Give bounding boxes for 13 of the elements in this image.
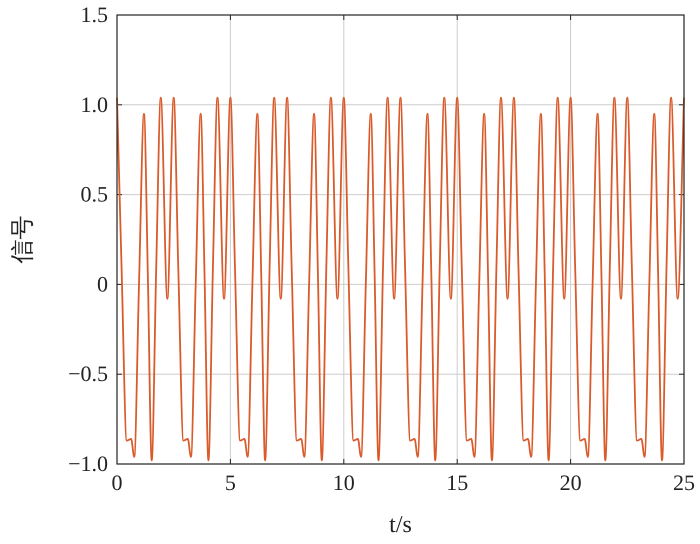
x-axis-title: t/s bbox=[389, 512, 412, 538]
y-tick-label: 1.5 bbox=[80, 2, 108, 27]
x-tick-label: 10 bbox=[332, 470, 355, 495]
x-tick-label: 15 bbox=[446, 470, 468, 495]
y-tick-label: 0 bbox=[97, 271, 108, 296]
y-tick-label: −1.0 bbox=[68, 451, 108, 476]
y-axis-title: 信号 bbox=[10, 216, 36, 264]
x-tick-label: 25 bbox=[673, 470, 695, 495]
y-tick-label: −0.5 bbox=[68, 361, 108, 386]
y-tick-label: 0.5 bbox=[80, 182, 108, 207]
y-tick-label: 1.0 bbox=[80, 92, 108, 117]
x-tick-label: 20 bbox=[560, 470, 582, 495]
x-tick-label: 5 bbox=[224, 470, 236, 495]
